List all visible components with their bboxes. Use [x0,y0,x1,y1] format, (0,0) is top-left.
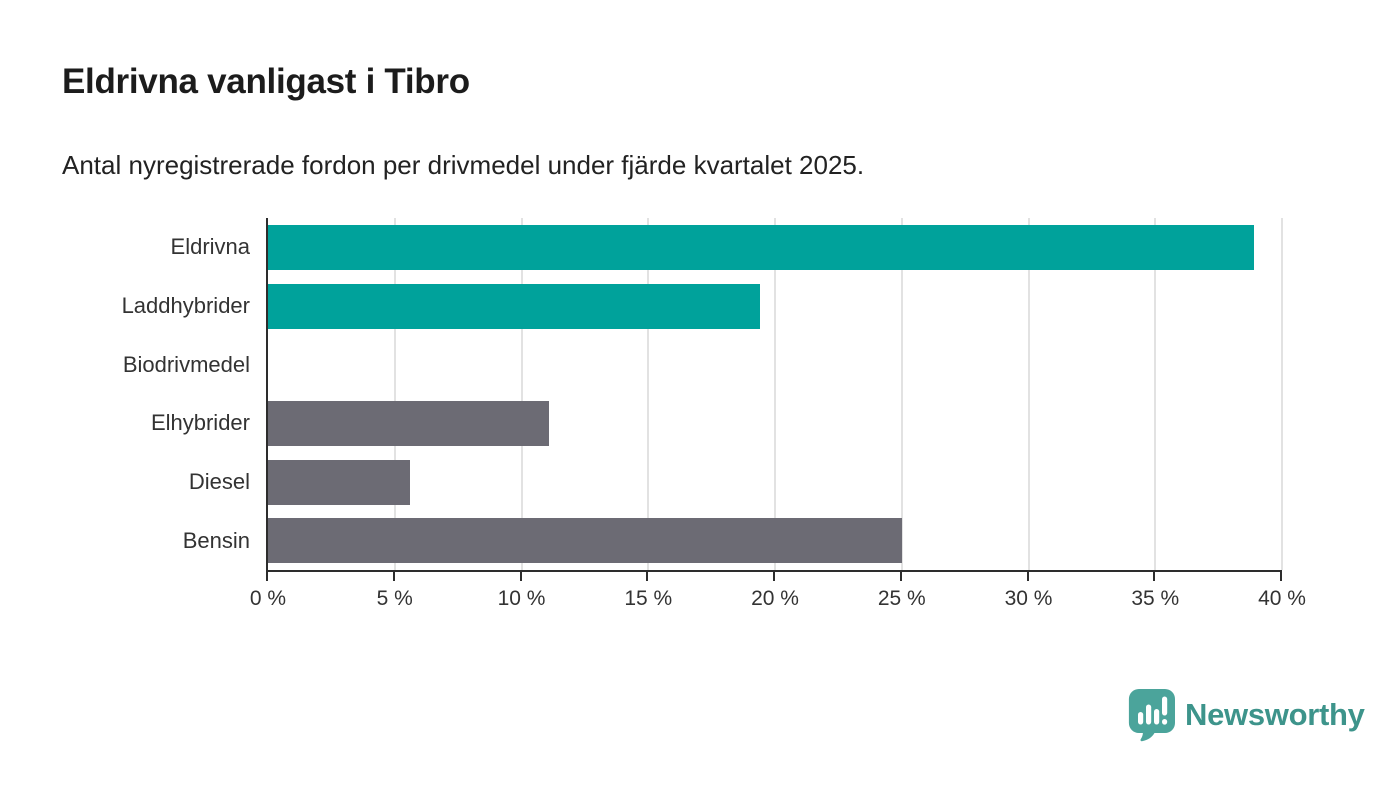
bar [268,224,1255,270]
x-tick-label: 30 % [1004,587,1053,610]
category-label: Elhybrider [150,410,250,436]
x-tick-label: 5 % [376,587,413,610]
bar [268,459,410,505]
gridline [1027,218,1030,570]
x-tick [1153,570,1156,581]
x-tick-label: 0 % [249,587,287,610]
x-tick-label: 35 % [1131,587,1180,610]
category-label: Biodrivmedel [122,351,250,377]
gridline [774,218,776,570]
category-label: Laddhybrider [121,293,250,318]
x-tick-label: 25 % [877,587,926,610]
x-tick [1280,570,1282,581]
x-tick-label: 15 % [624,587,673,610]
x-tick-label: 20 % [751,587,799,610]
x-tick [519,570,522,581]
gridline [1281,218,1283,570]
x-tick [646,570,649,581]
gridline [393,218,396,570]
x-tick-label: 40 % [1258,587,1306,610]
axis-line-y [266,218,268,570]
page-subtitle: Antal nyregistrerade fordon per drivmede… [62,150,865,180]
bar [268,518,902,564]
x-tick-label: 10 % [497,587,546,610]
gridline [900,218,903,570]
page-title: Eldrivna vanligast i Tibro [62,62,470,101]
newsworthy-wordmark: Newsworthy [1185,697,1365,732]
gridline [647,218,650,570]
category-label: Bensin [182,527,250,553]
gridline [520,218,523,570]
gridline [1154,218,1157,570]
newsworthy-logo: Newsworthy [1128,688,1365,742]
category-label: Diesel [188,469,250,494]
bar [268,400,550,446]
x-tick [1026,570,1029,581]
x-tick [266,570,268,581]
newsworthy-logo-icon [1128,688,1176,742]
x-tick [899,570,902,581]
x-tick [773,570,775,581]
x-tick [392,570,395,581]
bar [268,283,760,329]
category-label: Eldrivna [170,234,250,260]
